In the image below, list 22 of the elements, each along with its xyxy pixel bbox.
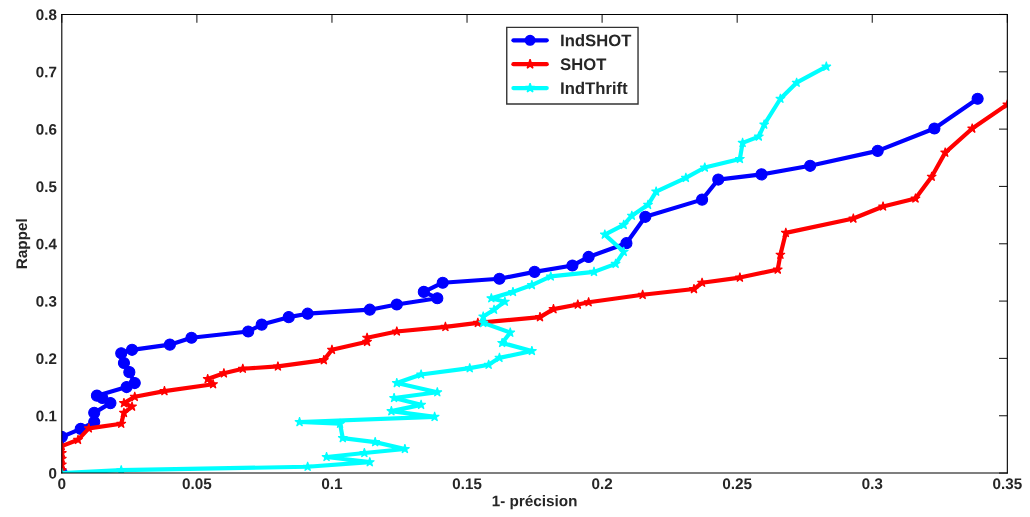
x-tick-label: 0 [58, 478, 66, 490]
y-axis-title: Rappel [15, 219, 31, 269]
x-tick-label: 0.2 [592, 478, 613, 490]
y-tick-label: 0.1 [36, 410, 57, 422]
y-tick-label: 0.5 [36, 181, 57, 193]
x-tick-label: 0.25 [722, 478, 752, 490]
legend-label: IndSHOT [561, 34, 632, 47]
y-tick-label: 0.4 [36, 238, 57, 250]
y-tick-label: 0 [49, 467, 57, 479]
y-tick-label: 0.3 [36, 295, 57, 307]
x-tick-label: 0.3 [862, 478, 883, 490]
x-axis-title: 1- précision [492, 494, 577, 510]
y-tick-label: 0.6 [36, 123, 57, 135]
y-tick-label: 0.7 [36, 66, 57, 78]
y-tick-label: 0.2 [36, 353, 57, 365]
x-tick-label: 0.05 [182, 478, 212, 490]
x-tick-label: 0.15 [452, 478, 482, 490]
y-tick-label: 0.8 [36, 9, 57, 21]
x-tick-label: 0.1 [321, 478, 343, 490]
legend-label: SHOT [560, 58, 607, 71]
legend-label: IndThrift [561, 81, 628, 95]
x-tick-label: 0.35 [993, 478, 1022, 490]
